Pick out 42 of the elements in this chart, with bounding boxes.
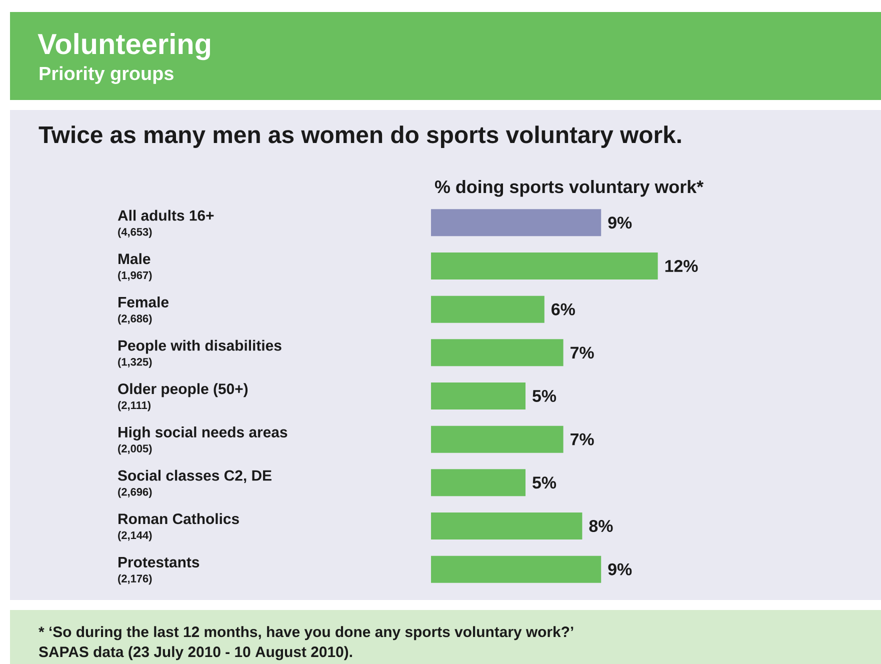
- text: Twice as many men as women do sports voluntary work.: [38, 126, 681, 148]
- y-tick-label: Protestants: [118, 557, 200, 568]
- bar: [431, 426, 564, 453]
- y-tick-label: Female: [118, 296, 169, 308]
- y-tick-label: Social classes C2, DE: [118, 470, 272, 483]
- y-tick-label: Roman Catholics: [118, 513, 239, 524]
- data-label: 7%: [570, 433, 594, 446]
- data-label: 6%: [552, 303, 575, 316]
- bar: [431, 512, 582, 540]
- y-tick-label: Older people (50+): [118, 383, 248, 398]
- bar: [431, 339, 564, 366]
- text: Volunteering: [38, 33, 210, 60]
- text: (2,111): [118, 401, 150, 412]
- bar: [431, 296, 544, 323]
- y-tick-label: People with disabilities: [118, 340, 282, 354]
- text: (2,144): [118, 531, 152, 542]
- bar: [431, 209, 602, 236]
- bar: [431, 382, 526, 410]
- text: * ‘So during the last 12 months, have you done any sports voluntary work?’: [38, 626, 574, 640]
- data-label: 9%: [608, 216, 632, 229]
- annotation: % doing sports voluntary work*: [434, 180, 704, 197]
- text: (4,653): [118, 228, 152, 238]
- data-label: 5%: [532, 390, 556, 402]
- text: Priority groups: [40, 66, 174, 84]
- text: (1,967): [118, 271, 152, 282]
- bar: [431, 556, 602, 583]
- data-label: 5%: [532, 476, 556, 489]
- data-label: 8%: [589, 520, 613, 532]
- y-tick-label: All adults 16+: [118, 210, 214, 221]
- data-label: 12%: [665, 260, 698, 272]
- y-tick-label: High social needs areas: [118, 426, 288, 440]
- text: (2,696): [118, 488, 152, 498]
- text: SAPAS data (23 July 2010 - 10 August 2010).: [38, 646, 352, 660]
- y-tick-label: Male: [118, 253, 150, 264]
- text: (2,176): [118, 574, 152, 585]
- bar: [431, 252, 658, 280]
- bar: [431, 469, 526, 496]
- text: (2,686): [118, 314, 152, 325]
- data-label: 7%: [570, 346, 594, 359]
- data-label: 9%: [608, 563, 632, 576]
- text: (2,005): [118, 444, 152, 455]
- text: (1,325): [118, 358, 152, 368]
